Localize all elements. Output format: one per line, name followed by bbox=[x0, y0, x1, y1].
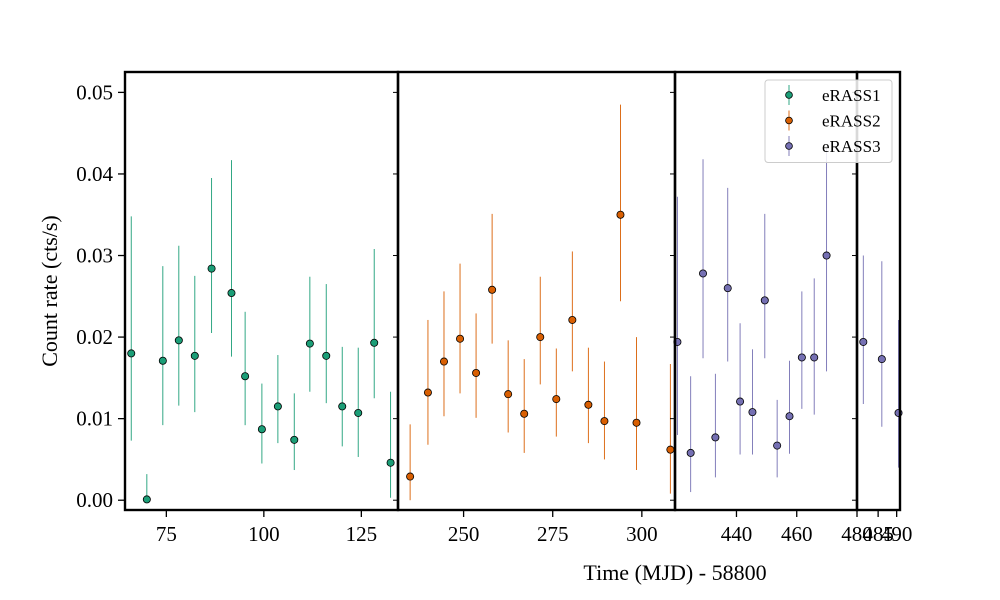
data-point bbox=[142, 495, 151, 504]
y-tick-label: 0.04 bbox=[76, 162, 113, 186]
data-point bbox=[859, 337, 868, 346]
data-point bbox=[504, 390, 513, 399]
x-tick-label: 125 bbox=[346, 522, 378, 546]
data-point bbox=[584, 400, 593, 409]
data-point bbox=[456, 334, 465, 343]
errorbar-layer bbox=[130, 104, 899, 501]
legend-marker bbox=[785, 91, 793, 99]
data-point bbox=[748, 408, 757, 417]
x-tick-label: 300 bbox=[626, 522, 658, 546]
legend-label: eRASS2 bbox=[822, 112, 881, 131]
data-point bbox=[370, 338, 379, 347]
data-point bbox=[190, 351, 199, 360]
x-tick-label: 485 bbox=[862, 522, 894, 546]
data-point bbox=[616, 210, 625, 219]
data-point bbox=[736, 397, 745, 406]
data-point bbox=[520, 409, 529, 418]
y-tick-label: 0.05 bbox=[76, 80, 113, 104]
data-point bbox=[472, 368, 481, 377]
data-point bbox=[241, 372, 250, 381]
data-point bbox=[386, 458, 395, 467]
y-tick-label: 0.02 bbox=[76, 325, 113, 349]
data-point bbox=[536, 333, 545, 342]
data-point bbox=[785, 412, 794, 421]
legend-label: eRASS3 bbox=[822, 137, 881, 156]
point-layer bbox=[127, 210, 903, 504]
data-point bbox=[773, 441, 782, 450]
data-point bbox=[600, 417, 609, 426]
data-point bbox=[666, 445, 675, 454]
data-point bbox=[760, 296, 769, 305]
x-tick-label: 440 bbox=[721, 522, 753, 546]
data-point bbox=[423, 388, 432, 397]
x-tick-label: 490 bbox=[881, 522, 913, 546]
data-point bbox=[877, 355, 886, 364]
data-point bbox=[290, 435, 299, 444]
data-point bbox=[207, 264, 216, 273]
data-point bbox=[711, 433, 720, 442]
data-point bbox=[322, 351, 331, 360]
axes-panel-frame bbox=[396, 70, 677, 512]
data-point bbox=[439, 357, 448, 366]
data-point bbox=[338, 402, 347, 411]
x-tick-label: 100 bbox=[248, 522, 280, 546]
data-point bbox=[686, 448, 695, 457]
data-point bbox=[406, 472, 415, 481]
data-point bbox=[227, 289, 236, 298]
legend-marker bbox=[785, 116, 793, 125]
y-tick-label: 0.00 bbox=[76, 488, 113, 512]
data-point bbox=[568, 315, 577, 324]
legend: eRASS1 eRASS2 eRASS3 bbox=[764, 79, 893, 163]
x-axis-label: Time (MJD) - 58800 bbox=[583, 560, 766, 585]
y-tick-label: 0.01 bbox=[76, 407, 113, 431]
tick-layer: 0.00 0.01 0.02 0.03 0.04 0.05 75 100 125 250 275 30… bbox=[76, 80, 912, 546]
legend-box bbox=[764, 79, 893, 163]
data-point bbox=[158, 356, 167, 365]
legend-label: eRASS1 bbox=[822, 86, 881, 105]
x-tick-label: 250 bbox=[448, 522, 480, 546]
data-point bbox=[174, 336, 183, 345]
y-axis-label: Count rate (cts/s) bbox=[37, 215, 62, 367]
data-point bbox=[632, 418, 641, 427]
data-point bbox=[699, 269, 708, 278]
data-point bbox=[127, 349, 136, 358]
x-tick-label: 275 bbox=[537, 522, 569, 546]
data-point bbox=[723, 284, 732, 293]
data-point bbox=[305, 339, 314, 348]
data-point bbox=[797, 353, 806, 362]
data-point bbox=[354, 408, 363, 417]
data-point bbox=[257, 425, 266, 434]
data-point bbox=[488, 285, 497, 294]
x-tick-label: 480 bbox=[841, 522, 873, 546]
legend-marker bbox=[785, 142, 793, 150]
data-point bbox=[552, 395, 561, 404]
x-tick-label: 75 bbox=[156, 522, 177, 546]
data-point bbox=[810, 353, 819, 362]
data-point bbox=[822, 251, 831, 260]
data-point bbox=[273, 402, 282, 411]
x-tick-label: 460 bbox=[781, 522, 813, 546]
y-tick-label: 0.03 bbox=[76, 244, 113, 268]
